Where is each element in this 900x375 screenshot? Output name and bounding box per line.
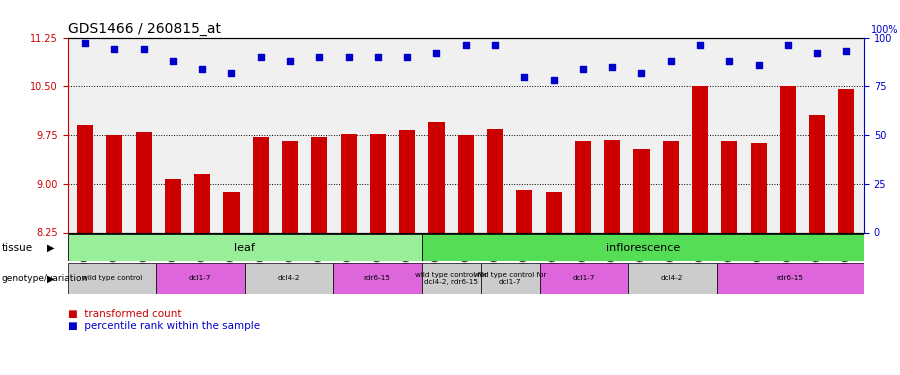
Point (576, 66, 590, 72)
Bar (481, 262, 539, 294)
Point (810, 50, 824, 56)
Point (634, 70, 649, 76)
Bar (282, 141, 298, 232)
Bar (751, 144, 767, 232)
Point (107, 46, 122, 52)
Text: wild type control for
dcl4-2, rdr6-15: wild type control for dcl4-2, rdr6-15 (415, 272, 487, 285)
Bar (692, 86, 708, 232)
Bar (68, 262, 156, 294)
Text: ■  transformed count: ■ transformed count (68, 309, 181, 320)
Bar (628, 262, 716, 294)
Bar (634, 149, 650, 232)
Bar (517, 190, 533, 232)
Point (429, 50, 444, 56)
Bar (839, 89, 854, 232)
Bar (333, 262, 421, 294)
Text: inflorescence: inflorescence (606, 243, 680, 253)
Text: dcl4-2: dcl4-2 (661, 275, 683, 281)
Bar (575, 141, 591, 232)
Bar (809, 116, 825, 232)
Point (400, 54, 414, 60)
Text: wild type control for
dcl1-7: wild type control for dcl1-7 (473, 272, 546, 285)
Bar (399, 130, 415, 232)
Bar (662, 141, 679, 232)
Bar (68, 234, 421, 261)
Bar (487, 129, 503, 232)
Text: ▶: ▶ (47, 243, 54, 253)
Bar (716, 262, 864, 294)
Point (166, 58, 180, 64)
Bar (604, 140, 620, 232)
Text: genotype/variation: genotype/variation (2, 274, 88, 283)
Point (283, 58, 297, 64)
Text: dcl1-7: dcl1-7 (572, 275, 595, 281)
Bar (311, 137, 328, 232)
Point (722, 58, 736, 64)
Bar (340, 134, 356, 232)
Point (195, 66, 210, 72)
Point (780, 42, 795, 48)
Bar (779, 86, 796, 232)
Bar (106, 135, 122, 232)
Point (458, 42, 473, 48)
Bar (245, 262, 333, 294)
Bar (421, 262, 481, 294)
Text: rdr6-15: rdr6-15 (364, 275, 391, 281)
Point (254, 54, 268, 60)
Text: GDS1466 / 260815_at: GDS1466 / 260815_at (68, 22, 220, 36)
Text: ■  percentile rank within the sample: ■ percentile rank within the sample (68, 321, 259, 331)
Point (693, 42, 707, 48)
Point (312, 54, 327, 60)
Bar (77, 125, 93, 232)
Point (518, 74, 532, 80)
Text: tissue: tissue (2, 243, 33, 253)
Bar (194, 174, 211, 232)
Text: rdr6-15: rdr6-15 (777, 275, 804, 281)
Text: wild type control: wild type control (82, 275, 142, 281)
Bar (156, 262, 245, 294)
Point (78, 40, 93, 46)
Text: ▶: ▶ (47, 273, 54, 284)
Point (546, 77, 561, 83)
Bar (539, 262, 628, 294)
Bar (721, 141, 737, 232)
Point (839, 48, 853, 54)
Text: dcl4-2: dcl4-2 (277, 275, 300, 281)
Bar (428, 122, 445, 232)
Bar (136, 132, 152, 232)
Point (371, 54, 385, 60)
Point (752, 62, 766, 68)
Bar (458, 135, 473, 232)
Bar (253, 137, 269, 232)
Text: 100%: 100% (871, 25, 898, 35)
Bar (165, 179, 181, 232)
Text: leaf: leaf (234, 243, 255, 253)
Point (605, 64, 619, 70)
Point (488, 42, 502, 48)
Point (224, 70, 238, 76)
Bar (223, 192, 239, 232)
Text: dcl1-7: dcl1-7 (189, 275, 212, 281)
Bar (545, 192, 562, 232)
Point (137, 46, 151, 52)
Bar (421, 234, 864, 261)
Point (341, 54, 356, 60)
Bar (370, 134, 386, 232)
Point (663, 58, 678, 64)
